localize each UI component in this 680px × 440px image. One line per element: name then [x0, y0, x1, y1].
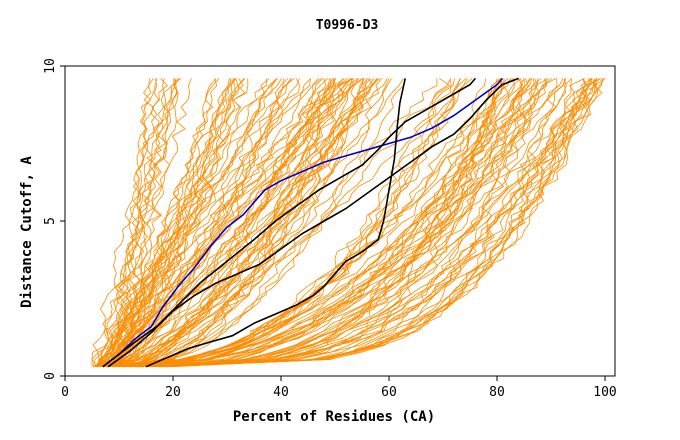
background-model-line: [97, 78, 180, 367]
background-model-line: [130, 78, 606, 368]
background-model-line: [114, 78, 564, 368]
background-model-line: [105, 78, 593, 368]
background-model-line: [101, 78, 231, 367]
background-model-line: [116, 78, 244, 368]
background-model-line: [125, 78, 284, 368]
background-model-line: [158, 78, 512, 368]
x-tick-label: 100: [593, 385, 616, 400]
background-model-line: [102, 78, 505, 368]
background-model-line: [139, 78, 331, 368]
background-model-line: [112, 78, 181, 367]
background-model-line: [165, 78, 572, 368]
background-model-line: [147, 78, 595, 368]
highlight-series: [102, 77, 519, 368]
x-tick-label: 20: [165, 385, 181, 400]
y-axis: 0 5 10: [43, 58, 65, 380]
background-model-line: [97, 78, 369, 368]
background-model-line: [166, 78, 524, 368]
background-model-line: [130, 78, 567, 368]
series-line-model-blue: [102, 77, 504, 368]
background-model-line: [151, 78, 498, 368]
background-model-line: [134, 78, 319, 368]
background-model-line: [97, 78, 292, 367]
background-model-line: [103, 78, 249, 368]
background-model-line: [117, 78, 388, 368]
background-model-line: [166, 78, 597, 368]
background-model-line: [96, 78, 237, 367]
background-model-line: [137, 78, 452, 368]
background-model-line: [113, 78, 374, 368]
background-model-line: [155, 78, 515, 368]
background-model-line: [112, 78, 605, 368]
y-tick-label: 10: [43, 58, 58, 74]
background-model-line: [110, 78, 509, 368]
background-model-line: [103, 78, 353, 368]
background-model-line: [107, 78, 451, 368]
background-model-line: [113, 78, 603, 368]
background-model-line: [160, 78, 542, 368]
background-model-line: [124, 78, 354, 368]
background-model-line: [122, 78, 152, 367]
x-axis: 0 20 40 60 80 100: [61, 376, 617, 400]
background-model-line: [109, 78, 300, 367]
x-tick-label: 80: [489, 385, 505, 400]
background-model-line: [126, 78, 604, 368]
background-model-line: [123, 78, 349, 368]
background-model-line: [135, 78, 588, 368]
background-model-line: [139, 78, 521, 368]
background-model-line: [112, 78, 467, 368]
chart-title: T0996-D3: [316, 18, 379, 33]
y-tick-label: 0: [43, 372, 58, 380]
background-model-line: [114, 78, 592, 368]
background-model-line: [113, 78, 335, 368]
background-model-line: [121, 78, 353, 368]
background-model-line: [106, 78, 375, 368]
series-line-model-black-3: [145, 78, 406, 368]
background-model-line: [91, 78, 178, 367]
background-series: [91, 78, 606, 368]
background-model-line: [99, 78, 167, 367]
background-model-line: [123, 78, 531, 368]
background-model-line: [134, 78, 368, 368]
x-axis-label: Percent of Residues (CA): [233, 409, 435, 425]
x-tick-label: 60: [381, 385, 397, 400]
background-model-line: [94, 78, 289, 368]
background-model-line: [121, 78, 502, 368]
background-model-line: [97, 78, 217, 367]
background-model-line: [119, 78, 365, 368]
background-model-line: [119, 78, 322, 367]
background-model-line: [112, 78, 602, 368]
background-model-line: [135, 78, 526, 368]
background-model-line: [140, 78, 598, 368]
background-model-line: [157, 78, 600, 368]
background-model-line: [137, 78, 503, 368]
background-model-line: [129, 78, 382, 368]
background-model-line: [133, 78, 512, 368]
background-model-line: [173, 78, 533, 368]
background-model-line: [103, 78, 392, 368]
series-line-model-black-2: [107, 77, 519, 368]
background-model-line: [173, 78, 529, 368]
background-model-line: [146, 78, 502, 368]
background-model-line: [141, 78, 455, 368]
background-model-line: [124, 78, 547, 368]
y-axis-label: Distance Cutoff, A: [19, 156, 35, 308]
background-model-line: [139, 78, 572, 368]
background-model-line: [98, 78, 311, 367]
background-model-line: [139, 78, 324, 368]
background-model-line: [91, 78, 168, 367]
background-model-line: [129, 78, 523, 368]
x-tick-label: 40: [273, 385, 289, 400]
background-model-line: [117, 78, 548, 368]
background-model-line: [146, 78, 585, 368]
background-model-line: [118, 78, 160, 367]
background-model-line: [103, 78, 359, 368]
x-tick-label: 0: [61, 385, 69, 400]
background-model-line: [172, 78, 598, 368]
background-model-line: [164, 78, 566, 368]
y-tick-label: 5: [43, 217, 58, 225]
background-model-line: [111, 78, 336, 368]
